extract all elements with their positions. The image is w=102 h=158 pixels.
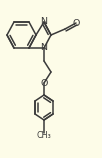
Text: N: N [40,43,48,52]
Text: O: O [72,18,80,27]
Text: O: O [40,79,48,88]
Text: CH₃: CH₃ [37,131,51,140]
Text: N: N [40,18,48,27]
